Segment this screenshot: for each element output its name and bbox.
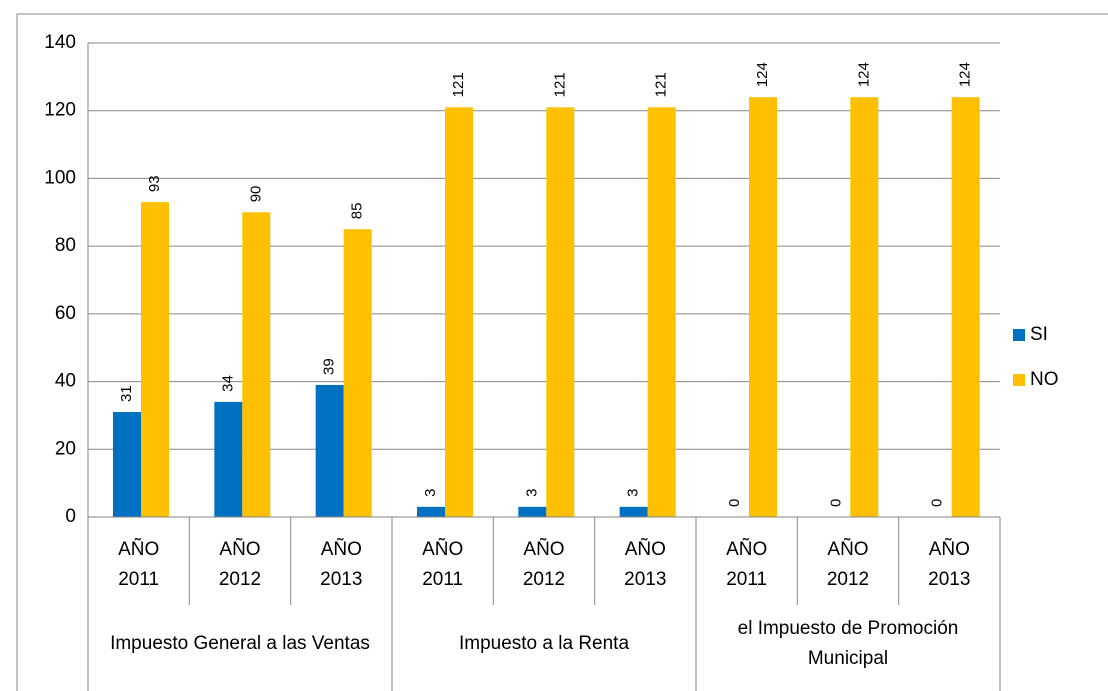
- bar: [518, 506, 547, 517]
- data-label: 121: [450, 72, 467, 97]
- x-tick-label: AÑO 2012: [522, 539, 566, 590]
- chart-frame: [16, 13, 1108, 691]
- data-label: 124: [855, 62, 872, 87]
- group-label: el Impuesto de Promoción Municipal: [737, 618, 959, 669]
- data-label: 3: [625, 488, 642, 496]
- data-label: 85: [349, 203, 366, 220]
- y-tick-label: 0: [65, 506, 76, 527]
- legend-swatch: [1013, 329, 1025, 341]
- bar: [546, 107, 575, 517]
- data-label: 39: [321, 358, 338, 375]
- data-label: 90: [247, 186, 264, 203]
- y-tick-label: 120: [44, 100, 76, 121]
- y-tick-label: 40: [55, 371, 76, 392]
- x-tick-label: AÑO 2013: [320, 539, 363, 590]
- bar: [850, 97, 879, 518]
- y-tick-label: 140: [44, 32, 76, 53]
- bar: [445, 107, 473, 517]
- bar: [619, 506, 648, 517]
- bar: [951, 97, 980, 518]
- group-label: Impuesto a la Renta: [458, 633, 630, 654]
- y-tick-label: 80: [55, 235, 76, 256]
- y-tick-label: 60: [55, 303, 76, 324]
- data-label: 124: [754, 62, 771, 87]
- group-label: Impuesto General a las Ventas: [110, 633, 370, 654]
- bar: [242, 212, 271, 518]
- bar: [113, 412, 141, 517]
- data-label: 34: [219, 375, 236, 392]
- data-label: 0: [726, 499, 743, 507]
- bar: [315, 384, 344, 517]
- data-label: 121: [653, 72, 670, 97]
- y-tick-label: 20: [55, 438, 76, 459]
- bar: [417, 506, 445, 517]
- x-tick-label: AÑO 2011: [422, 539, 464, 590]
- bar: [647, 107, 676, 517]
- legend-label: SI: [1030, 324, 1048, 345]
- data-label: 124: [957, 62, 974, 87]
- legend-swatch: [1013, 374, 1025, 386]
- data-label: 0: [827, 499, 844, 507]
- data-label: 0: [929, 499, 946, 507]
- data-label: 3: [422, 488, 439, 496]
- data-label: 93: [146, 175, 163, 192]
- x-tick-label: AÑO 2013: [624, 539, 667, 590]
- x-tick-label: AÑO 2012: [826, 539, 870, 590]
- data-label: 3: [523, 488, 540, 496]
- bar: [214, 401, 243, 517]
- x-tick-label: AÑO 2011: [118, 539, 160, 590]
- data-label: 121: [551, 72, 568, 97]
- data-label: 31: [118, 385, 135, 402]
- x-tick-label: AÑO 2013: [928, 539, 971, 590]
- y-tick-label: 100: [44, 167, 76, 188]
- legend-label: NO: [1030, 369, 1059, 390]
- bar: [749, 97, 777, 518]
- bar: [343, 229, 372, 517]
- x-tick-label: AÑO 2011: [726, 539, 768, 590]
- x-tick-label: AÑO 2012: [218, 539, 262, 590]
- bar: [141, 202, 169, 517]
